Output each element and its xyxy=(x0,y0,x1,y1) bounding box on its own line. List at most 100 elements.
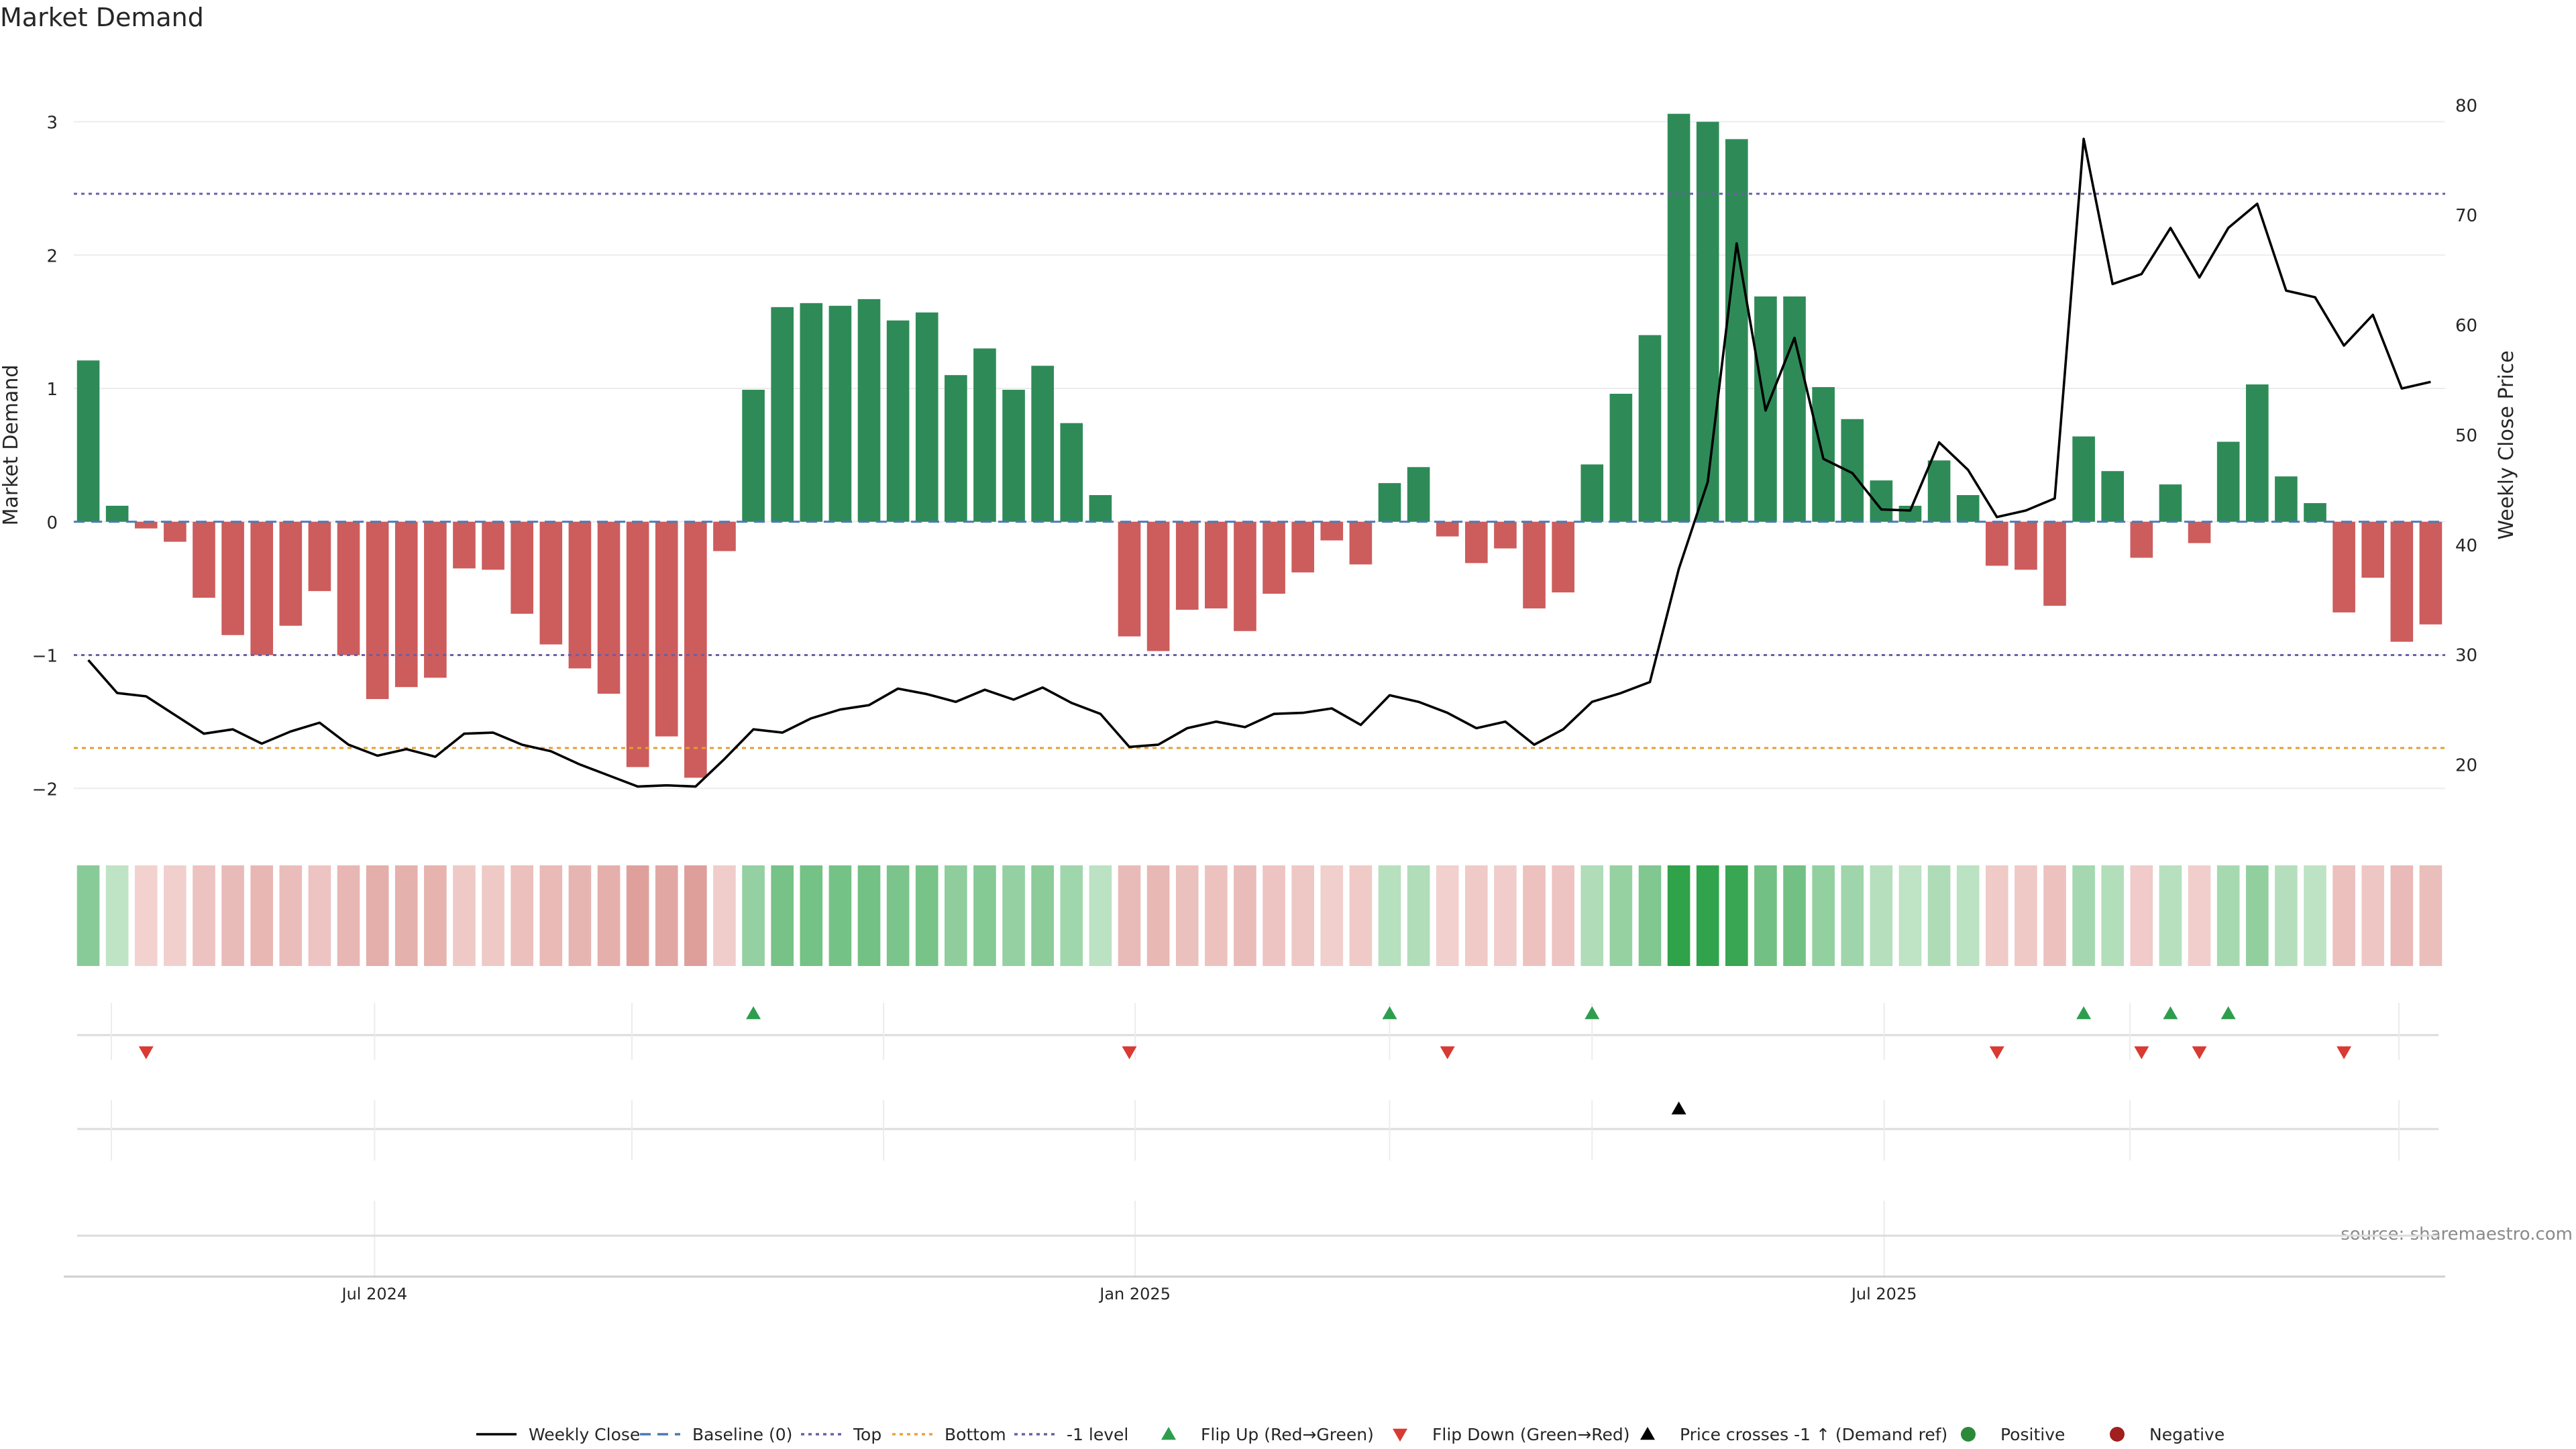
demand-bar xyxy=(1580,464,1604,522)
demand-bar xyxy=(1667,113,1690,522)
flip-down-marker xyxy=(138,1046,154,1059)
weekly-close-line xyxy=(87,138,2431,788)
heatmap-cell xyxy=(164,865,186,966)
heatmap-cell xyxy=(1494,865,1517,966)
heatmap-cell xyxy=(2130,865,2153,966)
demand-bar xyxy=(482,521,504,570)
y-left-axis-label: Market Demand xyxy=(0,365,23,526)
heatmap-cell xyxy=(1898,865,1922,966)
heatmap-cell xyxy=(337,865,360,966)
heatmap-cell xyxy=(308,865,331,966)
heatmap-cell xyxy=(1407,865,1430,966)
heatmap-cell xyxy=(1927,865,1951,966)
demand-bar xyxy=(164,521,186,542)
heatmap-cell xyxy=(828,865,852,966)
heatmap-cell xyxy=(539,865,563,966)
demand-bar xyxy=(1146,521,1170,651)
heatmap-cell xyxy=(2072,865,2095,966)
demand-bar xyxy=(945,375,967,522)
heatmap-cell xyxy=(1580,865,1604,966)
chart-title: Market Demand xyxy=(0,3,204,32)
demand-bar xyxy=(1234,521,1256,631)
heatmap-cell xyxy=(2361,865,2385,966)
demand-bar xyxy=(2130,521,2153,558)
heatmap-cell xyxy=(1523,865,1546,966)
demand-bar xyxy=(1205,521,1228,608)
demand-bar xyxy=(915,312,938,522)
heatmap-cell xyxy=(800,865,823,966)
demand-bar xyxy=(1407,467,1430,522)
legend-label: Bottom xyxy=(945,1425,1006,1444)
legend-swatch xyxy=(1393,1428,1407,1442)
legend-swatch xyxy=(1161,1427,1176,1440)
flip-up-marker xyxy=(746,1006,761,1020)
flip-down-marker xyxy=(1989,1046,2004,1059)
demand-bar xyxy=(2245,384,2269,522)
heatmap-strip xyxy=(76,865,2443,966)
reference-lines xyxy=(74,193,2445,749)
legend: Weekly Close Baseline (0) Top Bottom -1 leve… xyxy=(476,1425,2224,1444)
demand-bar xyxy=(2216,441,2240,522)
heatmap-cell xyxy=(1667,865,1690,966)
legend-label: Positive xyxy=(2000,1425,2065,1444)
heatmap-cell xyxy=(1234,865,1256,966)
heatmap-cell xyxy=(2043,865,2066,966)
heatmap-cell xyxy=(1146,865,1170,966)
flip-up-marker xyxy=(2220,1006,2236,1020)
heatmap-cell xyxy=(1031,865,1054,966)
demand-bar xyxy=(742,390,765,522)
y-left-tick-label: 2 xyxy=(46,246,58,266)
demand-bar xyxy=(424,521,447,678)
demand-bar xyxy=(568,521,592,669)
heatmap-cell xyxy=(1089,865,1112,966)
demand-bar xyxy=(134,521,158,529)
heatmap-cell xyxy=(568,865,592,966)
heatmap-cell xyxy=(597,865,621,966)
heatmap-cell xyxy=(1175,865,1199,966)
demand-bar xyxy=(105,505,129,522)
heatmap-cell xyxy=(915,865,938,966)
demand-bar xyxy=(2390,521,2414,642)
heatmap-cell xyxy=(1725,865,1748,966)
heatmap-cell xyxy=(771,865,794,966)
demand-bar xyxy=(800,303,823,522)
demand-bar xyxy=(771,307,794,522)
demand-bar xyxy=(1378,483,1401,522)
heatmap-cell xyxy=(626,865,649,966)
heatmap-cell xyxy=(2390,865,2414,966)
heatmap-cell xyxy=(1552,865,1574,966)
demand-bar xyxy=(1175,521,1199,610)
flip-up-marker xyxy=(1585,1006,1600,1020)
y-left-tick-label: −1 xyxy=(32,647,58,667)
heatmap-cell xyxy=(1956,865,1980,966)
legend-label: Top xyxy=(853,1425,881,1444)
price-line-layer xyxy=(87,138,2431,788)
demand-bar xyxy=(857,299,881,522)
x-tick-label: Jul 2024 xyxy=(341,1285,408,1303)
flip-up-marker xyxy=(2076,1006,2092,1020)
demand-bar xyxy=(1060,423,1083,522)
flip-down-marker xyxy=(2134,1046,2149,1059)
demand-bar xyxy=(1552,521,1574,593)
demand-bar xyxy=(886,320,910,522)
demand-bar xyxy=(2188,521,2211,543)
heatmap-cell xyxy=(221,865,244,966)
demand-bar xyxy=(1494,521,1517,549)
flip-up-marker xyxy=(2163,1006,2178,1020)
demand-bar xyxy=(597,521,621,694)
legend-label: Price crosses -1 ↑ (Demand ref) xyxy=(1680,1425,1947,1444)
heatmap-cell xyxy=(453,865,476,966)
heatmap-cell xyxy=(713,865,736,966)
legend-label: -1 level xyxy=(1067,1425,1128,1444)
heatmap-cell xyxy=(2332,865,2355,966)
y-left-tick-label: 1 xyxy=(46,380,58,400)
flip-down-marker xyxy=(1440,1046,1455,1059)
heatmap-cell xyxy=(1609,865,1633,966)
heatmap-cell xyxy=(1118,865,1141,966)
demand-bar xyxy=(394,521,418,688)
axes: 3 2 1 0 −1 −2 80 70 60 50 40 30 20 Market Demand Weekl… xyxy=(0,96,2573,1303)
demand-bar xyxy=(2101,471,2125,522)
heatmap-cell xyxy=(2419,865,2443,966)
heatmap-cell xyxy=(394,865,418,966)
demand-bar xyxy=(539,521,563,645)
